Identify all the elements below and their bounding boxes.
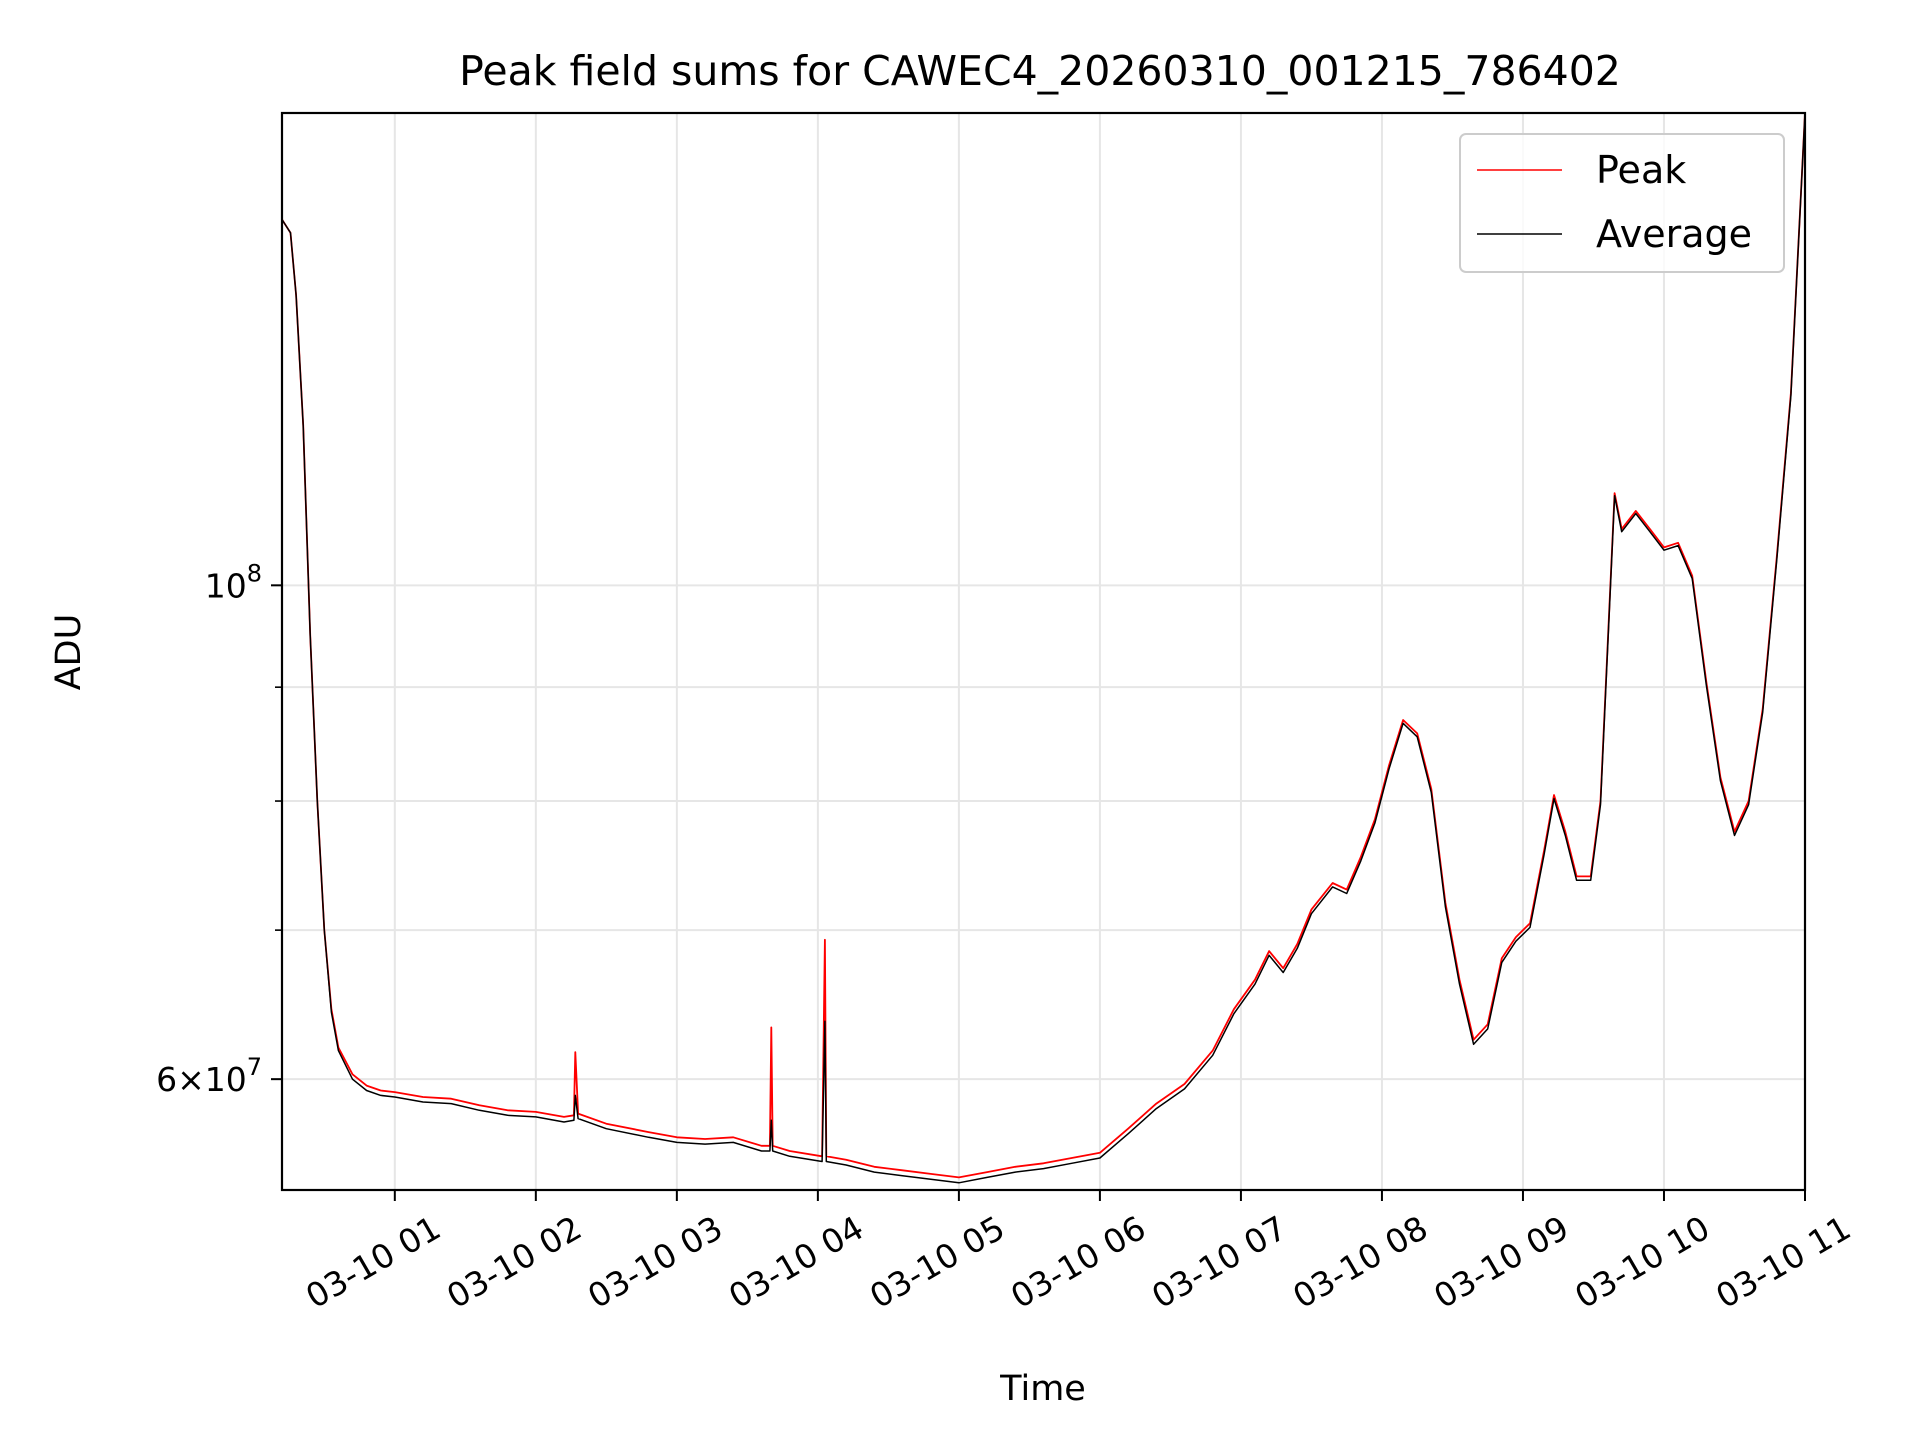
y-tick-label: 6×107 bbox=[156, 1053, 262, 1099]
chart-title: Peak field sums for CAWEC4_20260310_0012… bbox=[459, 47, 1621, 95]
legend-label-average: Average bbox=[1596, 212, 1752, 256]
legend: Peak Average bbox=[1459, 133, 1785, 273]
x-axis-label: Time bbox=[999, 1369, 1086, 1409]
y-axis: 6×107 108 bbox=[156, 559, 282, 1099]
series-layer bbox=[281, 112, 1806, 1184]
legend-box bbox=[1459, 133, 1785, 273]
y-axis-label: ADU bbox=[49, 614, 89, 691]
legend-label-peak: Peak bbox=[1596, 148, 1686, 192]
plot-frame bbox=[280, 111, 1807, 1192]
series-line-average bbox=[281, 112, 1806, 1184]
y-tick-label: 108 bbox=[205, 559, 262, 605]
